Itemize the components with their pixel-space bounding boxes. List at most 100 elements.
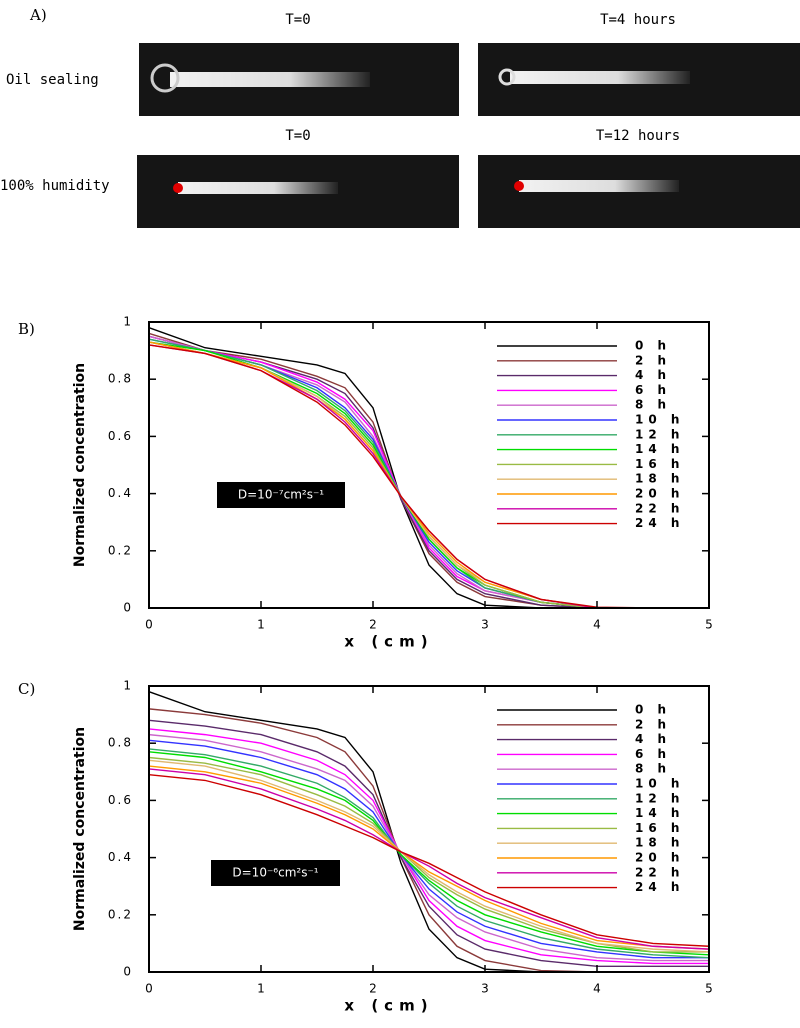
legend-label: 18 h: [635, 472, 684, 486]
panel-label: A): [29, 6, 47, 24]
legend-label: 24 h: [635, 516, 684, 530]
series-line: [148, 327, 709, 609]
legend-label: 8 h: [635, 762, 671, 776]
x-tick-label: 2: [369, 982, 377, 996]
legend-label: 6 h: [635, 747, 671, 761]
x-axis-label: x (cm): [344, 633, 433, 651]
series-line: [148, 335, 709, 609]
series-line: [148, 748, 710, 959]
x-tick-label: 0: [145, 618, 153, 632]
series-line: [148, 338, 709, 609]
series-line: [148, 332, 709, 609]
micrograph: [137, 155, 459, 228]
series-line: [148, 708, 709, 973]
series-line: [148, 759, 710, 953]
series-line: [148, 341, 709, 609]
legend-label: 8 h: [635, 398, 671, 412]
x-tick-label: 2: [369, 618, 377, 632]
x-tick-label: 4: [593, 618, 601, 632]
x-axis-label: x (cm): [344, 997, 433, 1015]
legend-label: 12 h: [635, 791, 684, 805]
legend-label: 24 h: [635, 880, 684, 894]
y-tick-label: 0: [123, 965, 133, 979]
legend-label: 20 h: [635, 487, 684, 501]
x-tick-label: 5: [705, 982, 713, 996]
series-line: [148, 344, 709, 609]
annotation-box: [211, 860, 340, 886]
image-title: T=0: [285, 12, 310, 28]
y-tick-label: 0.2: [108, 543, 133, 557]
series-line: [148, 335, 709, 609]
x-tick-label: 5: [705, 618, 713, 632]
legend-label: 2 h: [635, 353, 671, 367]
micrograph: [139, 43, 459, 116]
image-title: T=0: [285, 128, 310, 144]
y-tick-label: 0.8: [108, 372, 133, 386]
series-line: [148, 751, 710, 956]
y-tick-label: 0: [123, 601, 133, 615]
plot-frame: [148, 321, 710, 609]
image-title: T=4 hours: [600, 12, 676, 28]
y-tick-label: 0.6: [108, 429, 133, 443]
y-axis-label: Normalized concentration: [72, 363, 88, 567]
legend-label: 10 h: [635, 777, 684, 791]
panel-label: C): [18, 680, 35, 698]
series-line: [148, 768, 710, 950]
x-tick-label: 1: [257, 618, 265, 632]
legend-label: 2 h: [635, 717, 671, 731]
legend-label: 10 h: [635, 413, 684, 427]
y-axis-label: Normalized concentration: [72, 727, 88, 931]
plot-frame: [148, 685, 710, 973]
x-tick-label: 0: [145, 982, 153, 996]
legend-label: 20 h: [635, 851, 684, 865]
series-line: [148, 719, 709, 967]
legend-label: 0 h: [635, 339, 671, 353]
x-tick-label: 3: [481, 982, 489, 996]
legend-label: 18 h: [635, 836, 684, 850]
y-tick-label: 0.4: [108, 486, 133, 500]
micrograph: [478, 155, 800, 228]
x-tick-label: 4: [593, 982, 601, 996]
y-tick-label: 0.4: [108, 850, 133, 864]
y-tick-label: 0.8: [108, 736, 133, 750]
series-line: [148, 756, 709, 953]
annotation: D=10⁻⁶cm²s⁻¹: [232, 866, 318, 880]
y-tick-label: 1: [123, 679, 133, 693]
legend-label: 6 h: [635, 383, 671, 397]
legend-label: 4 h: [635, 732, 671, 746]
x-tick-label: 1: [257, 982, 265, 996]
legend-label: 16 h: [635, 457, 684, 471]
legend-label: 12 h: [635, 427, 684, 441]
legend-label: 14 h: [635, 806, 684, 820]
series-line: [148, 335, 709, 609]
annotation-box: [217, 482, 345, 508]
series-line: [148, 341, 709, 609]
series-line: [148, 341, 709, 609]
series-line: [148, 341, 709, 609]
y-tick-label: 0.6: [108, 793, 133, 807]
series-line: [148, 765, 710, 950]
micrograph: [478, 43, 800, 116]
legend-label: 22 h: [635, 865, 684, 879]
series-line: [148, 344, 709, 609]
y-tick-label: 1: [123, 315, 133, 329]
image-title: T=12 hours: [596, 128, 680, 144]
series-line: [148, 773, 710, 947]
y-tick-label: 0.2: [108, 907, 133, 921]
x-tick-label: 3: [481, 618, 489, 632]
panel-label: B): [18, 320, 35, 338]
legend-label: 4 h: [635, 368, 671, 382]
series-line: [148, 728, 709, 965]
series-line: [148, 691, 709, 973]
row-label: Oil sealing: [6, 72, 99, 88]
legend-label: 22 h: [635, 501, 684, 515]
legend-label: 16 h: [635, 821, 684, 835]
annotation: D=10⁻⁷cm²s⁻¹: [238, 488, 324, 502]
legend-label: 14 h: [635, 442, 684, 456]
series-line: [148, 733, 709, 962]
series-line: [148, 338, 709, 609]
row-label: 100% humidity: [0, 178, 110, 194]
legend-label: 0 h: [635, 703, 671, 717]
